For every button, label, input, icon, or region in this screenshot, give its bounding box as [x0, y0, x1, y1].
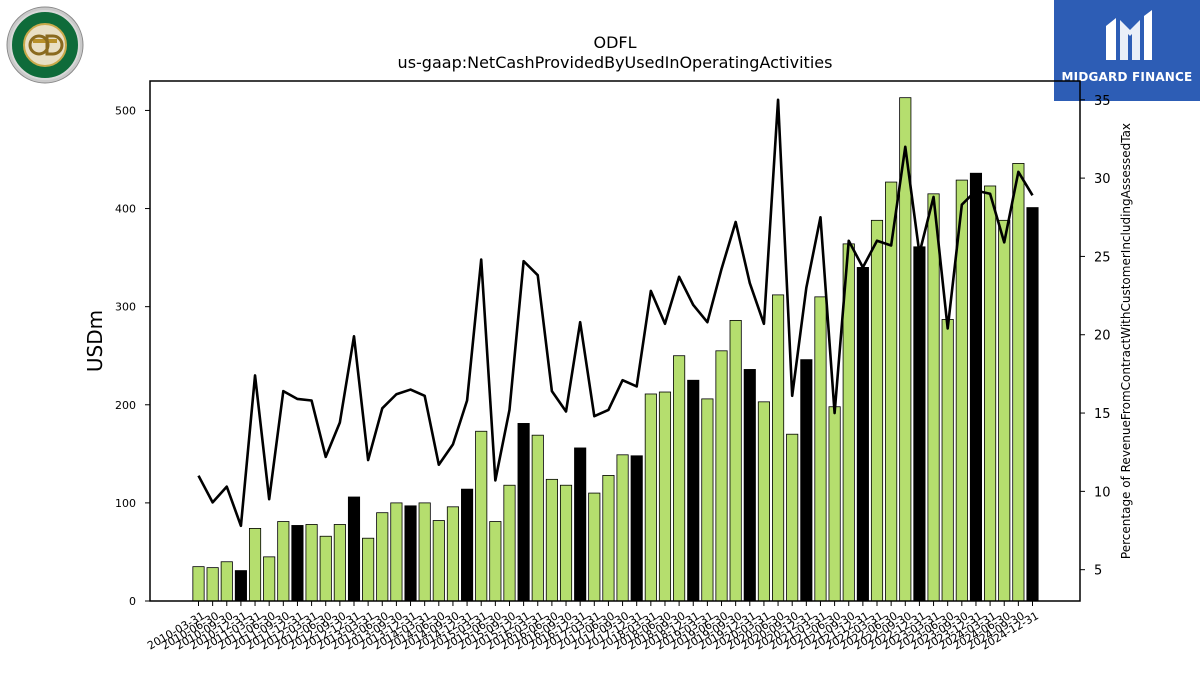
bar: [984, 185, 997, 602]
y2-tick-label: 5: [1094, 564, 1102, 579]
bar: [574, 447, 587, 602]
brand-label: MIDGARD FINANCE: [1061, 70, 1193, 84]
y2-tick-label: 15: [1094, 407, 1111, 422]
bar: [461, 488, 474, 602]
left-axis: 0 100 200 300 400 500: [115, 104, 150, 608]
bar: [291, 525, 304, 602]
bar: [475, 430, 488, 602]
bar: [220, 561, 233, 602]
bar: [531, 434, 544, 602]
x-axis: 2010-03-312010-06-302010-09-302010-12-31…: [145, 601, 1041, 652]
y2-tick-label: 30: [1094, 172, 1111, 187]
bar: [927, 193, 940, 602]
bar: [658, 391, 672, 602]
bar: [800, 359, 813, 602]
bar: [545, 478, 558, 602]
plot-frame: [149, 80, 1081, 602]
bar: [856, 267, 869, 602]
bar: [347, 496, 361, 602]
y-tick-label: 300: [115, 301, 136, 314]
y2-tick-label: 25: [1094, 250, 1111, 265]
bar: [432, 520, 445, 602]
bar: [192, 566, 205, 602]
brand-mark-icon: [1106, 10, 1152, 60]
bar: [814, 296, 827, 602]
bar: [517, 423, 530, 602]
bar: [772, 294, 785, 602]
bars-group: [192, 97, 1039, 602]
bar: [757, 401, 770, 602]
bar: [206, 567, 219, 602]
bar: [870, 219, 884, 602]
bar: [333, 524, 346, 602]
bar: [446, 506, 460, 602]
y-tick-label: 0: [129, 595, 136, 608]
bar: [828, 406, 841, 602]
bar: [305, 524, 318, 602]
bar: [729, 319, 742, 602]
bar: [390, 502, 403, 602]
bar: [362, 537, 375, 602]
bar: [602, 475, 615, 602]
bar: [969, 172, 983, 602]
bar: [1012, 163, 1025, 602]
bar: [743, 369, 756, 602]
bar: [673, 355, 686, 602]
bar: [998, 219, 1011, 602]
line-group: [197, 98, 1034, 528]
bar: [701, 398, 714, 602]
y-tick-label: 100: [115, 497, 136, 510]
y-tick-label: 400: [115, 203, 136, 216]
bar: [687, 379, 700, 602]
y-tick-label: 200: [115, 399, 136, 412]
y2-tick-label: 35: [1094, 94, 1111, 109]
y2-axis-label: Percentage of RevenueFromContractWithCus…: [1119, 123, 1133, 559]
bar: [376, 512, 389, 602]
bar: [234, 570, 247, 602]
brand-watermark: MIDGARD FINANCE: [1054, 0, 1200, 101]
bar: [263, 556, 276, 602]
bar: [644, 393, 657, 602]
series-line: [197, 98, 1034, 528]
chart-title: ODFL: [593, 33, 636, 52]
bar: [1026, 207, 1039, 602]
bar: [786, 433, 799, 602]
chart-subtitle: us-gaap:NetCashProvidedByUsedInOperating…: [398, 53, 833, 72]
bar: [404, 505, 417, 602]
y-axis-label: USDm: [83, 310, 107, 372]
bar: [559, 484, 573, 602]
bar: [715, 350, 728, 602]
y2-tick-label: 10: [1094, 485, 1111, 500]
right-axis: 5 10 15 20 25 30 35: [1080, 94, 1111, 579]
bar: [630, 455, 643, 602]
bar: [503, 484, 516, 602]
bar: [319, 535, 332, 602]
company-logo: [6, 6, 84, 84]
bar: [616, 454, 629, 602]
bar: [588, 492, 601, 602]
bar: [489, 521, 502, 602]
bar: [913, 246, 926, 602]
y2-tick-label: 20: [1094, 329, 1111, 344]
bar: [941, 319, 954, 602]
bar: [418, 502, 431, 602]
bar: [248, 528, 262, 602]
bar: [277, 521, 290, 602]
y-tick-label: 500: [115, 104, 136, 117]
